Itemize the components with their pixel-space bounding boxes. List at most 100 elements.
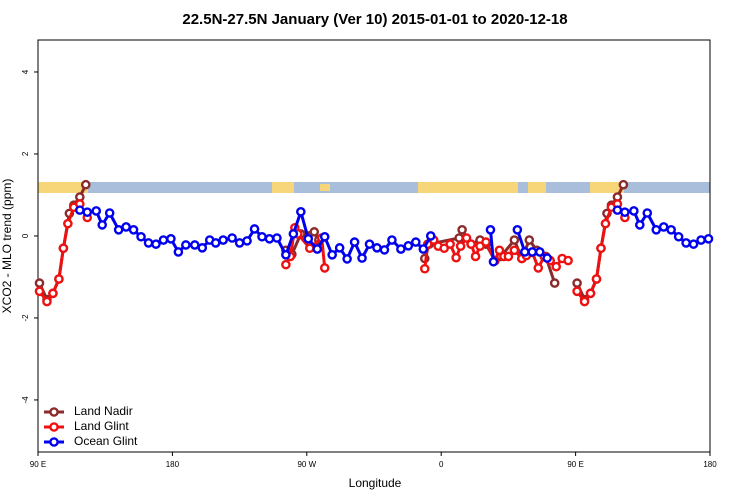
data-point	[451, 252, 461, 263]
data-point	[387, 235, 397, 245]
data-point	[618, 179, 629, 190]
data-point	[63, 218, 73, 229]
data-point	[158, 235, 169, 245]
data-point	[234, 238, 245, 248]
ocean-strip	[38, 182, 710, 193]
data-point	[264, 234, 275, 244]
data-point	[82, 207, 93, 217]
data-point	[218, 235, 228, 245]
legend-label: Land Glint	[74, 419, 129, 433]
land-strip	[320, 184, 330, 191]
land-strip	[272, 182, 294, 193]
data-point	[419, 263, 430, 274]
data-point	[673, 231, 684, 242]
data-point	[612, 205, 623, 215]
data-point	[396, 244, 406, 254]
data-point	[97, 220, 108, 230]
data-point	[288, 229, 299, 239]
data-point	[349, 237, 360, 247]
legend-marker	[49, 437, 59, 447]
data-point	[48, 288, 58, 299]
legend-label: Ocean Glint	[74, 434, 138, 448]
data-point	[481, 237, 491, 247]
data-point	[596, 243, 606, 254]
data-point	[54, 274, 64, 284]
data-point	[600, 218, 611, 229]
data-point	[651, 225, 662, 235]
data-point	[128, 225, 139, 235]
data-point	[688, 239, 699, 249]
data-point	[372, 243, 382, 253]
data-point	[563, 255, 573, 266]
data-point	[512, 225, 523, 235]
data-point	[281, 259, 291, 270]
data-point	[113, 225, 124, 235]
data-point	[455, 241, 466, 252]
data-point	[485, 225, 496, 235]
land-strip	[528, 182, 546, 193]
map-strip	[38, 182, 710, 193]
data-point	[189, 240, 200, 250]
data-point	[136, 231, 146, 242]
data-point	[34, 286, 45, 297]
x-tick-label: 180	[703, 460, 717, 469]
data-point	[319, 263, 330, 273]
y-tick-label: 0	[21, 233, 30, 238]
data-point	[197, 243, 208, 253]
data-point	[357, 253, 367, 263]
data-point	[58, 243, 69, 254]
data-point	[585, 288, 596, 299]
data-point	[34, 278, 45, 288]
data-point	[227, 233, 237, 243]
data-point	[579, 296, 590, 307]
data-point	[42, 296, 52, 307]
data-point	[327, 250, 337, 260]
data-point	[411, 237, 421, 247]
data-point	[181, 240, 191, 250]
data-point	[454, 233, 464, 243]
legend-marker	[49, 422, 59, 432]
data-point	[591, 274, 602, 284]
data-point	[342, 254, 352, 264]
data-point	[457, 225, 467, 235]
data-point	[242, 236, 252, 246]
data-point	[319, 231, 330, 242]
data-point	[104, 208, 115, 218]
y-tick-label: -2	[21, 314, 30, 322]
data-point	[572, 278, 582, 288]
data-point	[312, 244, 323, 254]
y-tick-label: -4	[21, 396, 30, 404]
x-tick-label: 90 W	[297, 460, 316, 469]
data-point	[379, 245, 390, 255]
data-point	[524, 235, 535, 245]
data-point	[166, 234, 176, 244]
legend-marker	[49, 407, 59, 417]
data-point	[364, 239, 375, 249]
data-point	[509, 245, 520, 256]
data-point	[425, 231, 436, 241]
data-point	[470, 251, 481, 262]
data-point	[488, 256, 499, 267]
x-tick-label: 0	[439, 460, 444, 469]
data-point	[509, 235, 520, 245]
data-point	[666, 225, 676, 235]
data-point	[658, 222, 669, 232]
data-point	[445, 239, 455, 249]
plot-frame	[37, 39, 711, 453]
data-point	[296, 206, 306, 217]
data-point	[503, 251, 514, 262]
chart-title: 22.5N-27.5N January (Ver 10) 2015-01-01 …	[182, 11, 567, 28]
data-point	[620, 207, 630, 217]
data-point	[534, 247, 545, 257]
data-point	[304, 243, 315, 254]
data-point	[551, 261, 561, 272]
data-point	[303, 234, 314, 244]
data-point	[520, 247, 530, 257]
data-point	[642, 208, 653, 218]
x-tick-label: 180	[166, 460, 180, 469]
data-point	[494, 245, 505, 256]
x-axis-label: Longitude	[349, 476, 402, 490]
data-point	[681, 238, 691, 248]
y-tick-label: 2	[21, 151, 30, 156]
